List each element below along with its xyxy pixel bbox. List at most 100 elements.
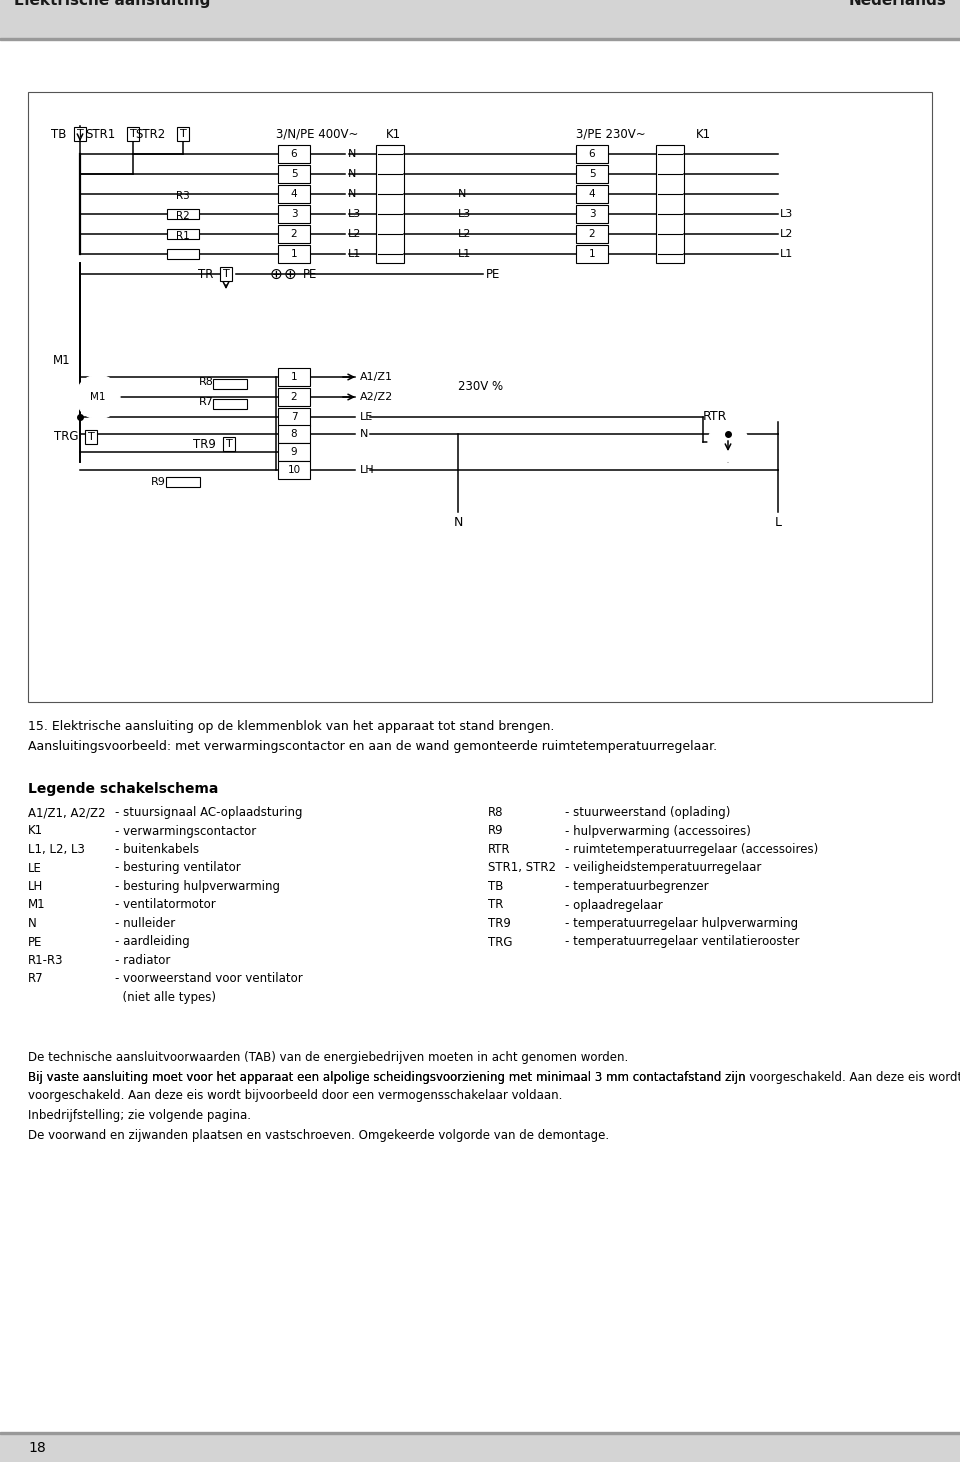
Text: Legende schakelschema: Legende schakelschema [28, 782, 218, 795]
Text: TRG: TRG [488, 936, 513, 949]
Bar [278, 368, 310, 386]
Text: L3: L3 [780, 209, 793, 219]
Text: 1: 1 [291, 249, 298, 259]
Text: 15. Elektrische aansluiting op de klemmenblok van het apparaat tot stand brengen: 15. Elektrische aansluiting op de klemme… [28, 719, 554, 732]
Text: M1: M1 [54, 354, 71, 367]
Text: 3/N/PE 400V~: 3/N/PE 400V~ [276, 127, 358, 140]
Text: 3/PE 230V~: 3/PE 230V~ [576, 127, 646, 140]
Text: PE: PE [303, 268, 318, 281]
Text: N: N [348, 149, 356, 159]
Text: STR1: STR1 [85, 127, 116, 140]
Text: 10: 10 [287, 465, 300, 475]
Text: voorgeschakeld. Aan deze eis wordt bijvoorbeeld door een vermogensschakelaar vol: voorgeschakeld. Aan deze eis wordt bijvo… [28, 1089, 563, 1101]
Bar [0, 1434, 960, 1462]
Circle shape [708, 423, 748, 462]
Text: K1: K1 [28, 825, 43, 838]
Text: Nederlands: Nederlands [848, 0, 946, 7]
Text: (niet alle types): (niet alle types) [115, 991, 216, 1004]
Text: 8: 8 [291, 428, 298, 439]
Text: R8: R8 [488, 806, 503, 819]
Text: STR2: STR2 [135, 127, 166, 140]
Text: 6: 6 [291, 149, 298, 159]
Text: - oplaadregelaar: - oplaadregelaar [565, 899, 662, 911]
Text: 1: 1 [291, 371, 298, 382]
Text: T: T [180, 129, 186, 139]
Text: RTR: RTR [703, 411, 728, 424]
Bar [278, 205, 310, 224]
Text: 4: 4 [588, 189, 595, 199]
Text: - veiligheidstemperatuurregelaar: - veiligheidstemperatuurregelaar [565, 861, 761, 874]
Text: Aansluitingsvoorbeeld: met verwarmingscontactor en aan de wand gemonteerde ruimt: Aansluitingsvoorbeeld: met verwarmingsco… [28, 740, 717, 753]
Text: - ruimtetemperatuurregelaar (accessoires): - ruimtetemperatuurregelaar (accessoires… [565, 844, 818, 855]
Text: L1, L2, L3: L1, L2, L3 [28, 844, 84, 855]
Bar [576, 186, 608, 203]
Text: M1: M1 [28, 899, 46, 911]
Text: Elektrische aansluiting: Elektrische aansluiting [14, 0, 210, 7]
Text: - besturing hulpverwarming: - besturing hulpverwarming [115, 880, 280, 893]
Text: De voorwand en zijwanden plaatsen en vastschroeven. Omgekeerde volgorde van de d: De voorwand en zijwanden plaatsen en vas… [28, 1130, 610, 1142]
Text: N: N [458, 189, 467, 199]
Text: - hulpverwarming (accessoires): - hulpverwarming (accessoires) [565, 825, 751, 838]
Text: TR9: TR9 [193, 437, 216, 450]
Text: N: N [348, 170, 356, 178]
Bar [576, 246, 608, 263]
Bar [167, 209, 199, 219]
Text: PE: PE [486, 268, 500, 281]
Text: PE: PE [28, 936, 42, 949]
Text: L2: L2 [780, 230, 793, 238]
Bar [28, 92, 932, 702]
Text: L: L [775, 516, 781, 528]
Text: T: T [226, 439, 232, 449]
Bar [278, 165, 310, 183]
Text: Bij vaste aansluiting moet voor het apparaat een alpolige scheidingsvoorziening : Bij vaste aansluiting moet voor het appa… [28, 1072, 960, 1085]
Text: L2: L2 [348, 230, 361, 238]
Bar [576, 205, 608, 224]
Text: R9: R9 [151, 477, 166, 487]
Text: LE: LE [28, 861, 42, 874]
Bar [576, 225, 608, 243]
Text: R2: R2 [176, 211, 190, 221]
Text: M1: M1 [90, 392, 106, 402]
Text: T: T [87, 431, 94, 442]
Text: K1: K1 [386, 127, 401, 140]
Text: N: N [348, 189, 356, 199]
Text: 9: 9 [291, 447, 298, 458]
Text: - buitenkabels: - buitenkabels [115, 844, 199, 855]
Text: LH: LH [360, 465, 374, 475]
Text: L1: L1 [458, 249, 471, 259]
Bar [656, 145, 684, 263]
Text: 7: 7 [291, 412, 298, 423]
Bar [278, 246, 310, 263]
Bar [167, 230, 199, 238]
Text: N: N [360, 428, 369, 439]
Text: N: N [28, 917, 36, 930]
Bar [278, 225, 310, 243]
Text: R7: R7 [28, 972, 43, 985]
Bar [576, 145, 608, 162]
Text: 3: 3 [588, 209, 595, 219]
Text: Inbedrijfstelling; zie volgende pagina.: Inbedrijfstelling; zie volgende pagina. [28, 1110, 251, 1123]
Bar [576, 165, 608, 183]
Bar [278, 425, 310, 443]
Text: TR: TR [198, 268, 213, 281]
Text: LH: LH [28, 880, 43, 893]
Text: De technische aansluitvoorwaarden (TAB) van de energiebedrijven moeten in acht g: De technische aansluitvoorwaarden (TAB) … [28, 1051, 628, 1064]
Text: K1: K1 [696, 127, 711, 140]
Circle shape [76, 374, 120, 420]
Bar [0, 1431, 960, 1434]
Text: 2: 2 [291, 230, 298, 238]
Bar [376, 145, 404, 263]
Text: 3: 3 [291, 209, 298, 219]
Text: STR1, STR2: STR1, STR2 [488, 861, 556, 874]
Text: 230V %: 230V % [458, 380, 503, 393]
Text: - voorweerstand voor ventilator: - voorweerstand voor ventilator [115, 972, 302, 985]
Text: N: N [453, 516, 463, 528]
Text: 5: 5 [588, 170, 595, 178]
Text: L2: L2 [458, 230, 471, 238]
Text: T: T [223, 269, 229, 279]
Text: 6: 6 [588, 149, 595, 159]
Text: T: T [130, 129, 136, 139]
Bar [278, 186, 310, 203]
Bar [167, 249, 199, 259]
Text: - radiator: - radiator [115, 955, 170, 966]
